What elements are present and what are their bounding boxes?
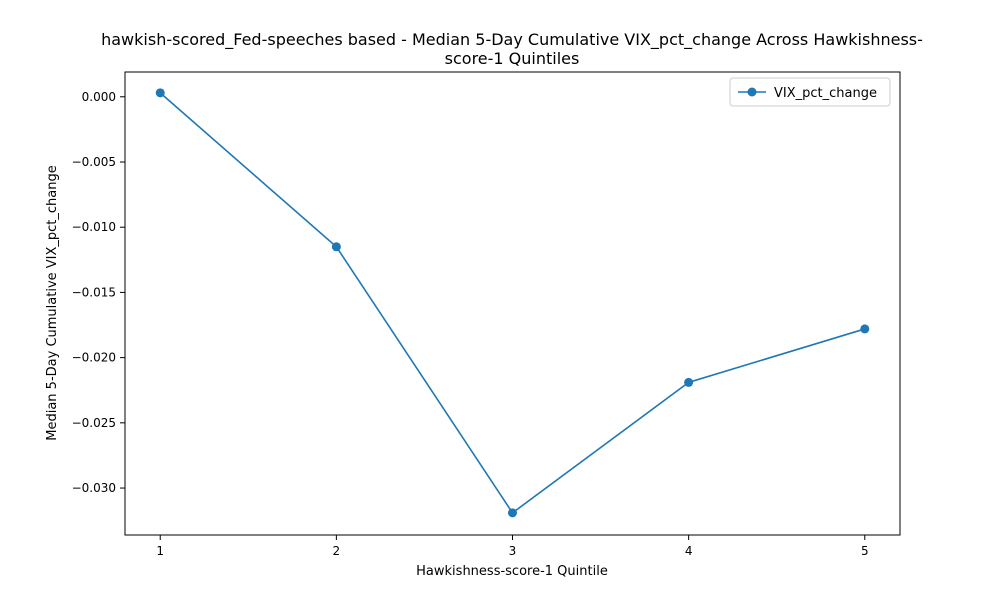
x-tick-label: 5 (861, 544, 869, 558)
data-point (860, 324, 870, 334)
chart-title-line-1: hawkish-scored_Fed-speeches based - Medi… (101, 30, 923, 50)
legend-marker (747, 87, 757, 97)
x-tick-label: 3 (509, 544, 517, 558)
chart-title-line-2: score-1 Quintiles (445, 49, 580, 68)
y-tick-label: −0.015 (72, 285, 116, 299)
y-axis-label: Median 5-Day Cumulative VIX_pct_change (45, 165, 60, 440)
y-tick-label: −0.030 (72, 481, 116, 495)
legend-box (729, 77, 891, 107)
y-tick-label: 0.000 (82, 90, 116, 104)
y-tick-label: −0.020 (72, 351, 116, 365)
plot-frame (124, 71, 901, 536)
x-axis-label: Hawkishness-score-1 Quintile (416, 564, 608, 579)
data-point (508, 508, 517, 518)
x-tick-label: 2 (333, 544, 341, 558)
data-point (155, 88, 165, 98)
y-tick-label: −0.005 (72, 155, 116, 169)
plot-area: 1 2 3 4 5 0.000 −0.005 −0.010 −0.015 −0.020 −0.025… (72, 71, 901, 558)
x-tick-label: 1 (156, 544, 164, 558)
x-tick-label: 4 (685, 544, 693, 558)
data-point (684, 377, 694, 387)
legend-label: VIX_pct_change (774, 86, 877, 101)
data-point (331, 242, 341, 252)
y-tick-label: −0.025 (72, 416, 116, 430)
y-tick-label: −0.010 (72, 220, 116, 234)
